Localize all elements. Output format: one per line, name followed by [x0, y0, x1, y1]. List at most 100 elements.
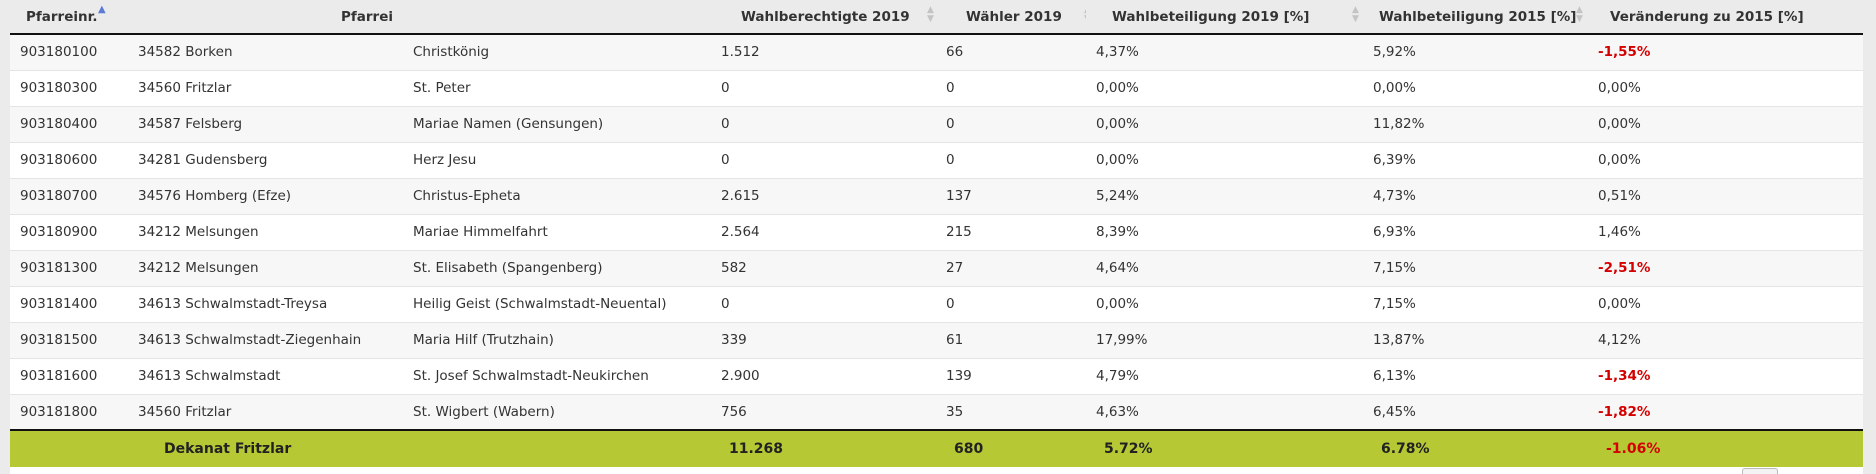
cell-waehler: 215: [936, 214, 1086, 251]
cell-veraenderung: 0,00%: [1588, 286, 1863, 323]
table-row: 903181800 34560 Fritzlar St. Wigbert (Wabe…: [10, 394, 1863, 431]
cell-waehler: 0: [936, 70, 1086, 107]
cell-wb2015: 0,00%: [1363, 70, 1588, 107]
footer-wb2015: 6.78%: [1363, 430, 1588, 467]
cell-pfarrei: Maria Hilf (Trutzhain): [398, 322, 711, 359]
table-row: 903181500 34613 Schwalmstadt-Ziegenhain Ma…: [10, 322, 1863, 359]
cell-wb2019: 0,00%: [1086, 142, 1363, 179]
table-row: 903181400 34613 Schwalmstadt-Treysa Heilig…: [10, 286, 1863, 323]
column-header-label: Wahlbeteiligung 2015 [%]: [1379, 8, 1577, 25]
table-row: 903180600 34281 Gudensberg Herz Jesu 0 0 0,00…: [10, 142, 1863, 179]
sort-asc-icon[interactable]: ▲: [98, 4, 106, 15]
cell-wb2015: 6,45%: [1363, 394, 1588, 431]
cell-waehler: 139: [936, 358, 1086, 395]
cell-pfarreinr: 903180400: [10, 106, 128, 143]
cell-waehler: 137: [936, 178, 1086, 215]
cell-wahlberechtigte: 0: [711, 70, 936, 107]
table-row: 903180900 34212 Melsungen Mariae Himmelfah…: [10, 214, 1863, 251]
cell-pfarreinr: 903181800: [10, 394, 128, 431]
column-header-label: Veränderung zu 2015 [%]: [1610, 8, 1804, 25]
cell-pfarrei: Christus-Epheta: [398, 178, 711, 215]
cell-waehler: 35: [936, 394, 1086, 431]
table-row: 903180300 34560 Fritzlar St. Peter 0 0 0,00% 0…: [10, 70, 1863, 107]
table-row: 903181600 34613 Schwalmstadt St. Josef Sch…: [10, 358, 1863, 395]
cell-pfarreinr: 903181600: [10, 358, 128, 395]
column-header-wb2015[interactable]: Wahlbeteiligung 2015 [%] ▲ ▼: [1363, 0, 1588, 35]
cell-ort: 34576 Homberg (Efze): [128, 178, 398, 215]
cell-wb2019: 4,64%: [1086, 250, 1363, 287]
cell-wb2019: 4,37%: [1086, 34, 1363, 71]
cell-waehler: 0: [936, 142, 1086, 179]
column-header-wb2019[interactable]: Wahlbeteiligung 2019 [%] ▲ ▼: [1086, 0, 1363, 35]
cell-wb2019: 4,79%: [1086, 358, 1363, 395]
sort-both-icon[interactable]: ▲▼: [1352, 5, 1359, 24]
cell-wb2015: 13,87%: [1363, 322, 1588, 359]
cell-ort: 34281 Gudensberg: [128, 142, 398, 179]
cell-waehler: 61: [936, 322, 1086, 359]
cell-ort: 34613 Schwalmstadt: [128, 358, 398, 395]
cell-wb2015: 7,15%: [1363, 250, 1588, 287]
cell-veraenderung: -2,51%: [1588, 250, 1863, 287]
cell-pfarreinr: 903181500: [10, 322, 128, 359]
cell-wb2019: 17,99%: [1086, 322, 1363, 359]
cell-pfarreinr: 903180700: [10, 178, 128, 215]
column-header-label: Wähler 2019: [966, 8, 1062, 25]
header-row: Pfarreinr. ▲ Pfarrei Wahlberechtigte 201…: [10, 0, 1863, 35]
cell-wb2015: 11,82%: [1363, 106, 1588, 143]
column-header-label: Pfarreinr.: [26, 8, 98, 25]
cell-veraenderung: 0,00%: [1588, 142, 1863, 179]
column-header-pfarrei[interactable]: Pfarrei: [341, 0, 711, 35]
cell-veraenderung: 4,12%: [1588, 322, 1863, 359]
cell-wb2015: 6,39%: [1363, 142, 1588, 179]
cell-veraenderung: 0,00%: [1588, 70, 1863, 107]
cell-ort: 34212 Melsungen: [128, 250, 398, 287]
results-table: Pfarreinr. ▲ Pfarrei Wahlberechtigte 201…: [10, 0, 1863, 467]
footer-row: Dekanat Fritzlar 11.268 680 5.72% 6.78% …: [10, 430, 1863, 467]
footer-label: Dekanat Fritzlar: [128, 430, 711, 467]
table-row: 903180400 34587 Felsberg Mariae Namen (Gen…: [10, 106, 1863, 143]
table-row: 903181300 34212 Melsungen St. Elisabeth (S…: [10, 250, 1863, 287]
cell-pfarreinr: 903181300: [10, 250, 128, 287]
cell-ort: 34560 Fritzlar: [128, 70, 398, 107]
horizontal-scrollbar-thumb[interactable]: [1742, 468, 1778, 474]
footer-spacer: [10, 430, 128, 467]
results-table-container: Pfarreinr. ▲ Pfarrei Wahlberechtigte 201…: [10, 0, 1863, 474]
cell-wb2015: 5,92%: [1363, 34, 1588, 71]
cell-wb2015: 6,13%: [1363, 358, 1588, 395]
cell-pfarrei: St. Elisabeth (Spangenberg): [398, 250, 711, 287]
cell-pfarrei: Herz Jesu: [398, 142, 711, 179]
column-header-veraenderung[interactable]: Veränderung zu 2015 [%]: [1588, 0, 1863, 35]
cell-pfarrei: St. Wigbert (Wabern): [398, 394, 711, 431]
cell-pfarreinr: 903181400: [10, 286, 128, 323]
column-header-waehler[interactable]: Wähler 2019 ▲▼: [936, 0, 1091, 35]
cell-waehler: 0: [936, 106, 1086, 143]
footer-veraenderung: -1.06%: [1588, 430, 1863, 467]
column-header-label: Wahlbeteiligung 2019 [%]: [1112, 8, 1310, 25]
sort-both-icon[interactable]: ▲▼: [1576, 5, 1583, 24]
cell-wahlberechtigte: 339: [711, 322, 936, 359]
column-header-ort: [128, 0, 398, 35]
cell-wahlberechtigte: 756: [711, 394, 936, 431]
cell-pfarreinr: 903180600: [10, 142, 128, 179]
cell-pfarreinr: 903180300: [10, 70, 128, 107]
sort-both-icon[interactable]: ▲▼: [927, 5, 934, 24]
cell-wb2015: 6,93%: [1363, 214, 1588, 251]
cell-wahlberechtigte: 0: [711, 106, 936, 143]
cell-wb2015: 4,73%: [1363, 178, 1588, 215]
column-header-wahlberechtigte[interactable]: Wahlberechtigte 2019 ▲ ▼: [711, 0, 936, 35]
cell-wahlberechtigte: 0: [711, 142, 936, 179]
cell-ort: 34613 Schwalmstadt-Treysa: [128, 286, 398, 323]
cell-wb2015: 7,15%: [1363, 286, 1588, 323]
footer-waehler: 680: [936, 430, 1086, 467]
cell-veraenderung: -1,82%: [1588, 394, 1863, 431]
footer-wahlberechtigte: 11.268: [711, 430, 936, 467]
cell-veraenderung: -1,55%: [1588, 34, 1863, 71]
cell-wb2019: 4,63%: [1086, 394, 1363, 431]
cell-ort: 34587 Felsberg: [128, 106, 398, 143]
cell-wahlberechtigte: 2.900: [711, 358, 936, 395]
column-header-pfarreinr[interactable]: Pfarreinr. ▲: [10, 0, 128, 35]
cell-pfarreinr: 903180100: [10, 34, 128, 71]
cell-pfarrei: Christkönig: [398, 34, 711, 71]
cell-wahlberechtigte: 2.564: [711, 214, 936, 251]
cell-wb2019: 5,24%: [1086, 178, 1363, 215]
